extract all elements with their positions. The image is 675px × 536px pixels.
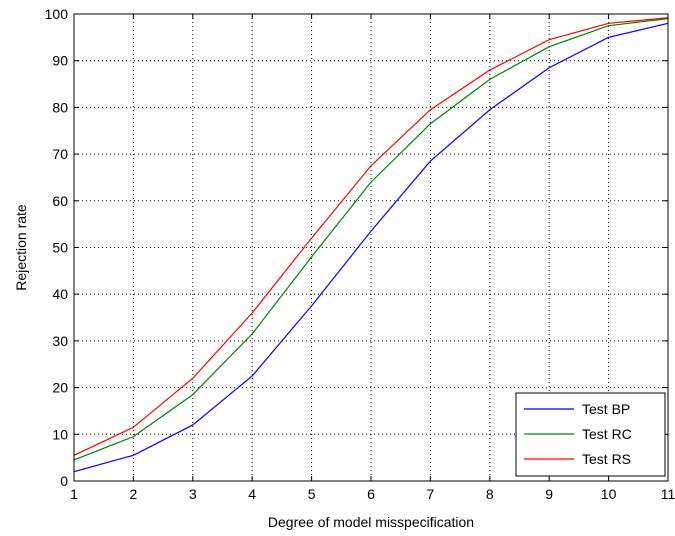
x-tick-label: 6 xyxy=(367,486,375,502)
y-tick-label: 90 xyxy=(52,53,68,69)
legend-label-3: Test RS xyxy=(582,451,631,467)
x-tick-label: 2 xyxy=(130,486,138,502)
x-tick-label: 9 xyxy=(545,486,553,502)
grid-layer xyxy=(74,14,668,481)
series-line-3 xyxy=(73,17,669,456)
series-line-1 xyxy=(73,22,669,473)
legend-label-2: Test RC xyxy=(582,426,632,442)
tick-layer: 1 2 3 4 5 6 7 8 9 10 11 0 10 20 30 40 50 60 70 80 90 100 xyxy=(45,6,675,502)
legend-label-1: Test BP xyxy=(582,401,630,417)
x-tick-label: 11 xyxy=(661,486,675,502)
y-tick-label: 30 xyxy=(52,333,68,349)
y-tick-label: 0 xyxy=(60,473,68,489)
y-tick-label: 80 xyxy=(52,99,68,115)
x-tick-label: 7 xyxy=(427,486,435,502)
series-layer xyxy=(73,17,669,473)
legend: Test BP Test RC Test RS xyxy=(515,392,666,477)
x-tick-label: 8 xyxy=(486,486,494,502)
y-tick-label: 50 xyxy=(52,240,68,256)
x-tick-label: 10 xyxy=(601,486,617,502)
x-tick-label: 5 xyxy=(308,486,316,502)
y-tick-label: 20 xyxy=(52,380,68,396)
y-tick-label: 10 xyxy=(52,426,68,442)
x-tick-label: 4 xyxy=(248,486,256,502)
x-axis-label: Degree of model misspecification xyxy=(268,514,474,530)
y-tick-label: 70 xyxy=(52,146,68,162)
y-axis-label: Rejection rate xyxy=(13,204,29,291)
x-tick-label: 1 xyxy=(70,486,78,502)
y-tick-label: 40 xyxy=(52,286,68,302)
x-tick-label: 3 xyxy=(189,486,197,502)
y-tick-label: 100 xyxy=(45,6,69,22)
series-line-2 xyxy=(73,18,669,461)
y-tick-label: 60 xyxy=(52,193,68,209)
